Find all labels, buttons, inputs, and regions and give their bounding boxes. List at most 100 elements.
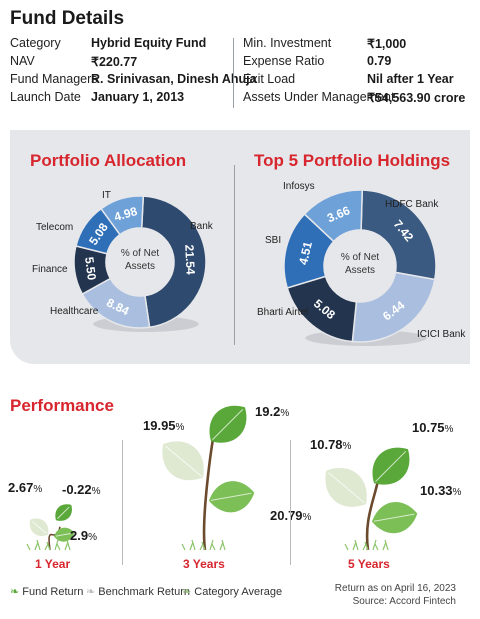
grass-blade <box>26 543 31 551</box>
perf-unit: % <box>302 512 312 523</box>
perf-number: 19.2 <box>255 404 281 419</box>
slice-value-bank: 21.54 <box>182 244 197 275</box>
slice-name-healthcare: Healthcare <box>50 306 99 317</box>
perf-divider-2 <box>290 440 291 565</box>
grass-blade <box>384 539 389 551</box>
perf-category-value-3: 10.33% <box>420 483 461 498</box>
perf-fund-value-2: 19.95% <box>143 418 184 433</box>
fund-detail-value: ₹54,563.90 crore <box>367 91 466 105</box>
donut-center-label: Assets <box>345 265 375 276</box>
slice-name-it: IT <box>102 190 111 201</box>
perf-period-3: 5 Years <box>348 557 390 571</box>
grass-blade <box>221 539 226 551</box>
top-holdings-title: Top 5 Portfolio Holdings <box>254 151 451 170</box>
fund-leaf <box>209 405 247 443</box>
slice-name-sbi: SBI <box>265 235 281 246</box>
portfolio-allocation-donut: 21.54Bank8.84Healthcare5.50Finance5.08Te… <box>32 190 214 332</box>
fund-leaf-vein <box>57 506 70 520</box>
benchmark-leaf-vein <box>328 472 365 504</box>
grass-blade <box>201 541 206 551</box>
slice-value-it: 4.98 <box>112 204 139 224</box>
perf-number: 10.78 <box>310 437 343 452</box>
legend-category-label: Category Average <box>194 586 283 598</box>
fund-details-title: Fund Details <box>10 8 125 29</box>
fund-detail-row: Category Hybrid Equity Fund <box>10 36 240 52</box>
grass-blade <box>374 543 379 551</box>
slice-bank <box>140 195 207 329</box>
fund-detail-value: Hybrid Equity Fund <box>91 36 207 50</box>
slice-name-icici-bank: ICICI Bank <box>417 329 466 340</box>
legend-fund-label: Fund Return <box>22 586 84 598</box>
perf-period-2: 3 Years <box>183 557 225 571</box>
slice-value-sbi: 4.51 <box>296 240 315 266</box>
performance-plants <box>26 405 418 551</box>
slice-name-finance: Finance <box>32 264 68 275</box>
plant-1 <box>26 504 75 551</box>
grass-blade <box>36 539 41 551</box>
fund-detail-label: Fund Managers <box>10 72 98 86</box>
grass-blade <box>56 543 61 551</box>
grass-blade <box>66 539 71 551</box>
plant-stem <box>202 427 217 551</box>
fund-detail-row: NAV ₹220.77 <box>10 54 240 70</box>
fund-detail-row: Exit Load Nil after 1 Year <box>243 72 473 88</box>
grass-blade <box>344 543 349 551</box>
grass-blade <box>354 539 359 551</box>
perf-unit: % <box>175 422 185 433</box>
slice-name-hdfc-bank: HDFC Bank <box>385 199 439 210</box>
perf-benchmark-value-1: -0.22% <box>62 482 101 497</box>
perf-benchmark-value-2: 19.2% <box>255 404 289 419</box>
fund-leaf-vein <box>375 450 407 483</box>
fund-detail-row: Min. Investment ₹1,000 <box>243 36 473 52</box>
legend-category-average: ❧ Category Average <box>182 585 282 598</box>
fund-detail-value: ₹1,000 <box>367 37 407 51</box>
source-note: Source: Accord Fintech <box>352 596 456 607</box>
fund-detail-row: Fund Managers R. Srinivasan, Dinesh Ahuja <box>10 72 257 88</box>
category-leaf-vein <box>55 532 72 537</box>
perf-divider-1 <box>122 440 123 565</box>
fund-detail-value: 0.79 <box>367 54 392 68</box>
perf-number: 19.95 <box>143 418 176 433</box>
slice-it <box>100 195 145 236</box>
fund-detail-label: Category <box>10 36 61 50</box>
perf-number: 10.75 <box>412 420 445 435</box>
return-date-note: Return as on April 16, 2023 <box>334 583 456 594</box>
benchmark-leaf-icon: ❧ <box>86 586 96 598</box>
grass-blade <box>372 539 377 551</box>
fund-detail-label: Assets Under Management <box>243 90 395 104</box>
fund-details-divider <box>233 38 234 108</box>
slice-name-infosys: Infosys <box>283 181 315 192</box>
donut-center-label: Assets <box>125 261 155 272</box>
grass-blade <box>46 541 51 551</box>
slice-name-bank: Bank <box>190 221 214 232</box>
grass-blade <box>54 539 59 551</box>
legend-fund-return: ❧ Fund Return <box>10 585 83 598</box>
plant-2 <box>162 405 255 551</box>
portfolio-allocation-title: Portfolio Allocation <box>30 151 187 170</box>
slice-value-finance: 5.50 <box>82 256 99 281</box>
grass-blade <box>181 543 186 551</box>
legend-benchmark-return: ❧ Benchmark Return <box>86 585 190 598</box>
benchmark-leaf-vein <box>165 445 202 477</box>
perf-number: 2.67 <box>8 480 34 495</box>
perf-unit: % <box>452 487 462 498</box>
donut-hole <box>107 229 173 295</box>
performance-title: Performance <box>10 396 114 415</box>
grass-blade <box>209 539 214 551</box>
fund-detail-row: Expense Ratio 0.79 <box>243 54 473 70</box>
slice-infosys <box>303 189 364 243</box>
donut-hole <box>325 231 395 301</box>
panel-divider <box>234 165 235 345</box>
benchmark-leaf-vein <box>32 521 47 534</box>
perf-unit: % <box>280 408 290 419</box>
perf-category-value-1: 2.9% <box>70 528 97 543</box>
fund-detail-value: ₹220.77 <box>91 55 138 69</box>
perf-fund-value-3: 10.78% <box>310 437 351 452</box>
perf-unit: % <box>88 532 97 543</box>
grass-blade <box>364 541 369 551</box>
perf-number: 2.9 <box>70 528 89 543</box>
perf-category-value-2: 20.79% <box>270 508 311 523</box>
slice-name-telecom: Telecom <box>36 222 73 233</box>
grass-blade <box>191 539 196 551</box>
